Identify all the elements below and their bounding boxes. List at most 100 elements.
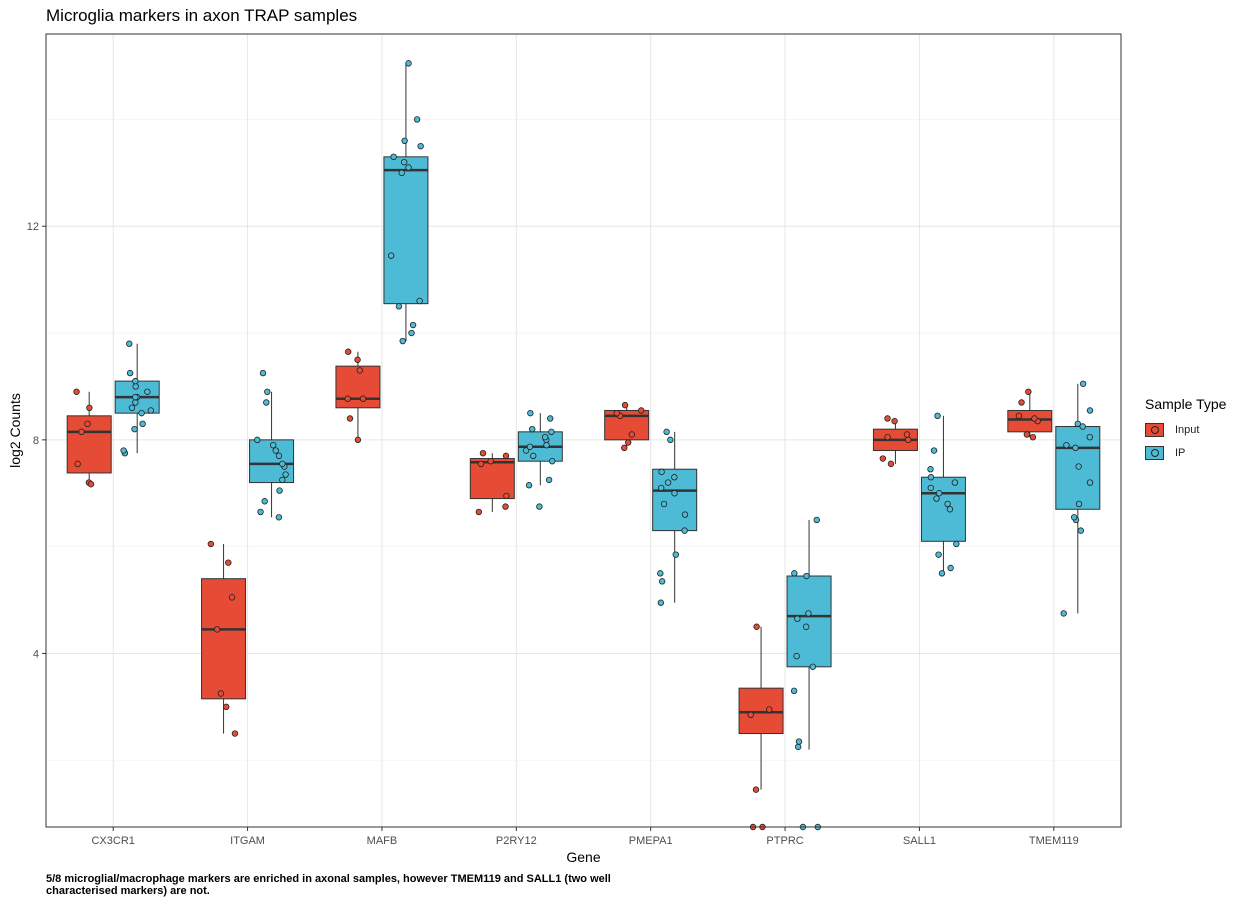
data-point	[791, 570, 798, 577]
data-point	[1015, 412, 1023, 420]
box-ip-cx3cr1	[114, 340, 160, 457]
data-point	[502, 503, 509, 510]
data-point	[279, 476, 286, 484]
data-point	[658, 484, 665, 492]
data-point	[1079, 423, 1086, 430]
data-point	[1060, 610, 1067, 617]
data-point	[213, 626, 221, 633]
legend-key-point	[1151, 426, 1159, 434]
data-point	[638, 407, 645, 414]
data-point	[522, 447, 530, 454]
data-point	[217, 690, 225, 697]
legend-key-point	[1151, 449, 1159, 457]
data-point	[905, 436, 912, 444]
legend-key-ip	[1145, 446, 1164, 460]
data-point	[1074, 420, 1081, 428]
data-point	[953, 540, 960, 548]
data-point	[395, 303, 403, 310]
box-iqr	[1007, 409, 1053, 433]
data-point	[1079, 380, 1087, 387]
data-point	[794, 743, 802, 751]
legend-title: Sample Type	[1145, 396, 1227, 412]
data-point	[927, 484, 934, 492]
data-point	[891, 417, 898, 425]
box-iqr	[383, 156, 429, 305]
data-point	[752, 786, 760, 793]
data-point	[526, 443, 534, 450]
x-tick-label-itgam: ITGAM	[230, 835, 265, 847]
data-point	[86, 404, 93, 412]
data-point	[405, 164, 412, 171]
data-point	[138, 409, 145, 417]
data-point	[621, 401, 629, 409]
data-point	[1075, 500, 1083, 508]
data-point	[549, 458, 556, 465]
legend-label-input: Input	[1175, 424, 1200, 436]
data-point	[793, 652, 800, 660]
data-point	[126, 340, 133, 347]
data-point	[225, 559, 232, 566]
data-point	[502, 452, 510, 460]
box-iqr	[786, 575, 832, 668]
data-point	[930, 447, 938, 454]
data-point	[400, 158, 408, 166]
box-ip-itgam	[249, 369, 295, 521]
data-point	[933, 495, 940, 502]
data-point	[132, 393, 139, 401]
x-tick-label-ptprc: PTPRC	[766, 835, 803, 847]
data-point	[947, 564, 954, 572]
data-point	[667, 436, 674, 444]
data-point	[276, 487, 283, 494]
data-point	[405, 60, 412, 67]
data-point	[1070, 514, 1078, 521]
data-point	[231, 730, 239, 737]
data-point	[399, 337, 406, 345]
data-point	[131, 425, 138, 433]
data-point	[87, 480, 95, 488]
data-point	[681, 511, 689, 518]
data-point	[398, 169, 405, 177]
data-point	[543, 441, 550, 449]
data-point	[1077, 527, 1085, 534]
box-ip-sall1	[920, 412, 966, 577]
data-point	[803, 572, 810, 580]
x-tick-label-tmem119: TMEM119	[1029, 835, 1079, 847]
data-point	[657, 570, 664, 577]
data-point	[657, 599, 665, 606]
data-point	[132, 383, 139, 390]
box-input-pmepa1	[604, 401, 650, 452]
data-point	[259, 369, 267, 377]
data-point	[78, 428, 85, 436]
chart-title: Microglia markers in axon TRAP samples	[46, 6, 358, 25]
box-ip-ptprc	[786, 516, 832, 831]
data-point	[935, 551, 942, 558]
data-point	[223, 703, 230, 711]
data-point	[951, 479, 959, 486]
data-point	[536, 503, 543, 510]
data-point	[809, 663, 816, 670]
chart-caption: 5/8 microglial/macrophage markers are en…	[46, 873, 611, 897]
data-point	[879, 455, 887, 462]
data-point	[263, 399, 270, 406]
box-iqr	[738, 687, 784, 735]
data-point	[275, 514, 283, 521]
data-point	[1029, 433, 1037, 441]
y-tick-label: 8	[33, 435, 39, 447]
data-point	[228, 594, 236, 601]
data-point	[671, 490, 678, 497]
data-point	[525, 482, 533, 489]
data-point	[257, 508, 264, 516]
box-input-itgam	[201, 540, 247, 737]
x-tick-label-mafb: MAFB	[367, 835, 398, 847]
data-point	[345, 348, 352, 355]
data-point	[346, 415, 354, 422]
data-point	[805, 610, 812, 617]
data-point	[624, 439, 632, 446]
data-point	[813, 516, 820, 524]
data-point	[934, 412, 941, 420]
x-tick-label-cx3cr1: CX3CR1	[91, 835, 134, 847]
data-point	[1086, 407, 1094, 414]
data-point	[936, 490, 943, 497]
data-point	[264, 388, 271, 395]
data-point	[530, 452, 537, 460]
